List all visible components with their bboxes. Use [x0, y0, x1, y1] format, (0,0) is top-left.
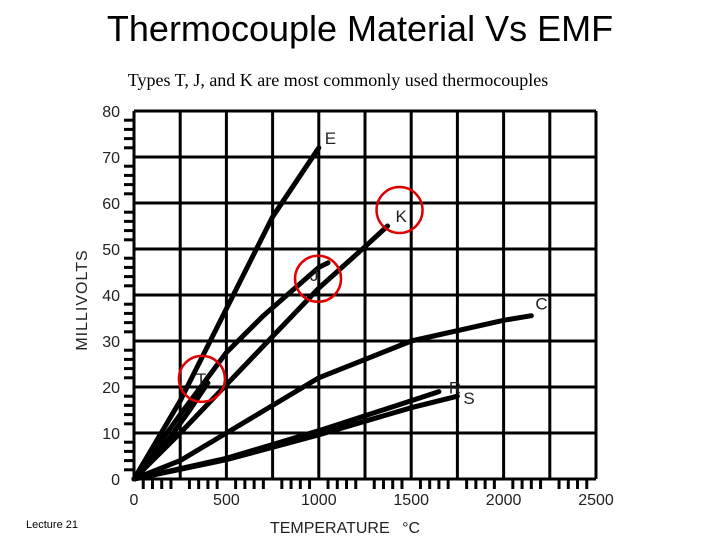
y-tick-labels: 0 10 20 30 40 50 60 70 80: [102, 104, 120, 489]
highlight-circles: [177, 185, 424, 404]
series-label-t: T: [196, 370, 206, 389]
x-axis-unit: °C: [402, 520, 420, 537]
footer-lecture-label: Lecture 21: [26, 519, 78, 531]
x-tick-label: 1000: [301, 492, 337, 509]
y-tick-label: 40: [102, 288, 120, 305]
series-line-s: [131, 393, 460, 482]
x-tick-label: 0: [130, 492, 139, 509]
x-tick-labels: 0 500 1000 1500 2000 2500: [130, 492, 614, 509]
series-label-s: S: [463, 389, 474, 408]
series-label-k: K: [396, 207, 408, 226]
x-tick-label: 500: [213, 492, 240, 509]
y-tick-label: 30: [102, 334, 120, 351]
x-tick-label: 2000: [486, 492, 522, 509]
highlight-circle-k: [375, 185, 424, 235]
series-label-e: E: [325, 129, 336, 148]
y-tick-label: 70: [102, 150, 120, 167]
y-axis-label: MILLIVOLTS: [74, 249, 91, 350]
series-lines: [131, 145, 534, 482]
slide-subtitle: Types T, J, and K are most commonly used…: [127, 70, 549, 90]
y-tick-label: 50: [102, 242, 120, 259]
series-labels: E K J C T RS: [196, 129, 548, 408]
series-line-c: [131, 313, 534, 482]
series-line-j: [131, 260, 331, 482]
series-line-e: [131, 145, 322, 482]
y-tick-label: 60: [102, 196, 120, 213]
x-axis-label-text: TEMPERATURE: [270, 520, 390, 537]
highlight-circle-j: [293, 254, 343, 304]
y-tick-label: 10: [102, 426, 120, 443]
series-label-c: C: [535, 295, 547, 314]
x-tick-label: 1500: [393, 492, 429, 509]
y-tick-label: 80: [102, 104, 120, 121]
highlight-circle-t: [177, 354, 227, 404]
series-label-j: J: [310, 266, 319, 285]
series-label-r: R: [449, 379, 461, 398]
slide-title: Thermocouple Material Vs EMF: [106, 8, 614, 49]
y-tick-label: 20: [102, 380, 120, 397]
y-tick-label: 0: [111, 472, 120, 489]
grid: [124, 109, 598, 489]
x-axis-label: TEMPERATURE °C: [270, 520, 420, 537]
x-tick-label: 2500: [578, 492, 614, 509]
series-line-k: [131, 223, 390, 482]
